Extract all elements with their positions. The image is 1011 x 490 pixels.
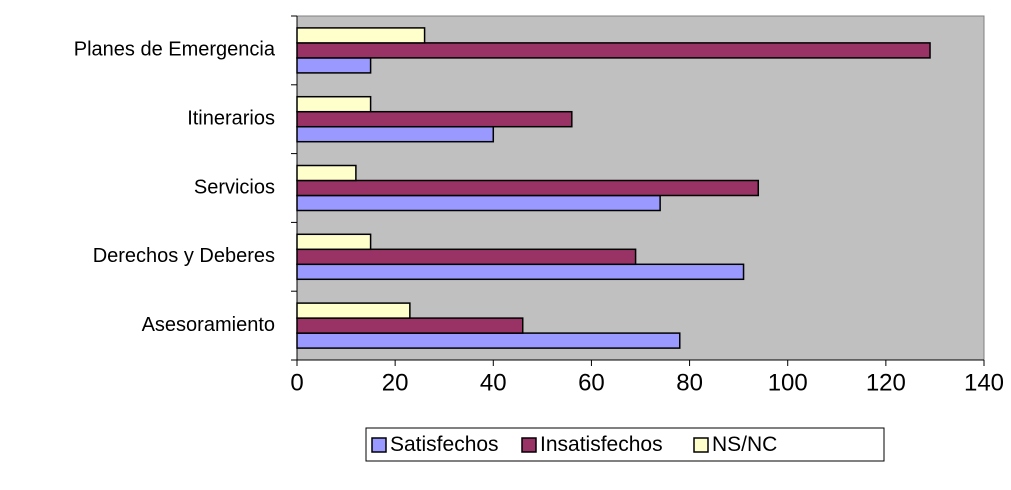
bar bbox=[296, 263, 745, 281]
bar bbox=[296, 302, 411, 319]
bar bbox=[296, 317, 524, 334]
bar bbox=[296, 95, 372, 113]
legend-label: Satisfechos bbox=[390, 433, 499, 456]
x-tick-label: 20 bbox=[382, 369, 409, 396]
bar bbox=[296, 57, 372, 74]
bar bbox=[296, 125, 495, 143]
y-tick-label: Itinerarios bbox=[187, 107, 275, 129]
y-tick-label: Servicios bbox=[194, 176, 275, 198]
bar bbox=[296, 27, 426, 44]
x-tick-label: 140 bbox=[964, 369, 1004, 396]
x-tick-label: 60 bbox=[578, 369, 605, 396]
bar bbox=[296, 42, 931, 59]
legend-swatch bbox=[521, 437, 537, 453]
y-tick-label: Derechos y Deberes bbox=[93, 245, 275, 267]
x-tick-label: 80 bbox=[676, 369, 703, 396]
bar bbox=[296, 164, 357, 182]
legend-label: Insatisfechos bbox=[540, 433, 663, 456]
bar bbox=[296, 179, 760, 197]
y-tick-label: Asesoramiento bbox=[142, 314, 275, 336]
legend-swatch bbox=[693, 437, 709, 453]
bar bbox=[296, 233, 372, 251]
x-tick-label: 120 bbox=[866, 369, 906, 396]
bar bbox=[296, 110, 573, 128]
legend-label: NS/NC bbox=[712, 433, 777, 456]
bar bbox=[296, 332, 681, 349]
bar bbox=[296, 194, 661, 212]
bar bbox=[296, 248, 637, 266]
legend bbox=[365, 427, 885, 462]
legend-swatch bbox=[371, 437, 387, 453]
x-tick-label: 0 bbox=[290, 369, 303, 396]
x-tick-label: 40 bbox=[480, 369, 507, 396]
y-tick-label: Planes de Emergencia bbox=[74, 39, 276, 61]
x-tick-label: 100 bbox=[768, 369, 808, 396]
